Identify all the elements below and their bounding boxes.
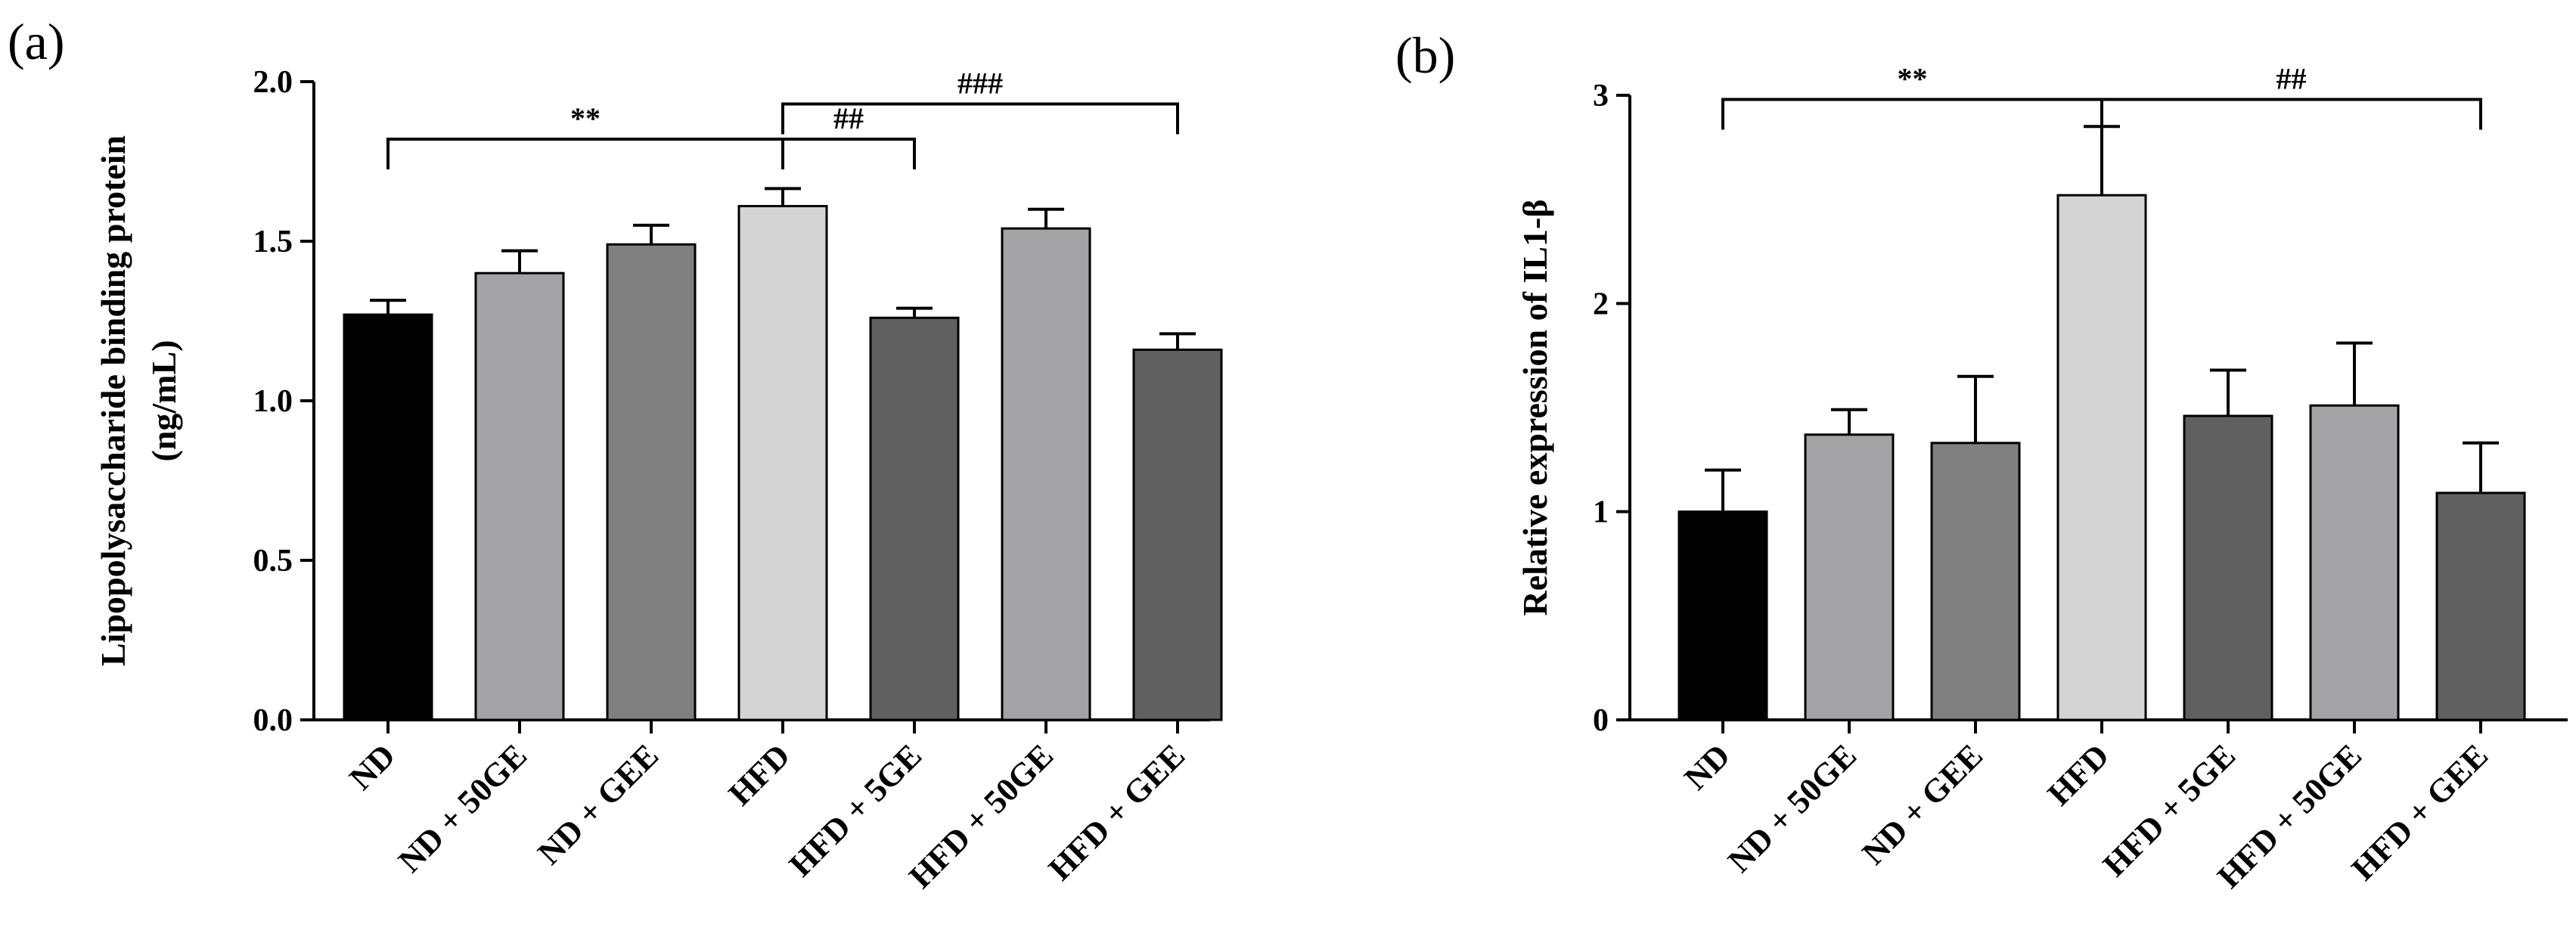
significance-label: ## — [833, 101, 864, 135]
bar-6 — [1001, 227, 1091, 721]
category-label: HFD + 5GE — [782, 737, 929, 883]
significance-label: ** — [1898, 62, 1928, 96]
y-axis-title: Relative expression of IL1-β — [1516, 199, 1554, 616]
y-tick-label: 1 — [1593, 495, 1609, 530]
bar-6 — [2309, 404, 2400, 721]
y-tick-label: 0 — [1593, 703, 1609, 738]
significance-label: ### — [957, 67, 1003, 101]
y-axis-title: Lipopolysaccharide binding protein — [94, 135, 132, 666]
y-axis-title-units: (ng/mL) — [144, 340, 183, 462]
significance-bracket — [1721, 98, 2103, 130]
significance-bracket — [781, 137, 916, 169]
y-tick-label: 0.5 — [253, 544, 293, 578]
y-tick-label: 2 — [1593, 287, 1609, 321]
y-tick-label: 2.0 — [253, 65, 293, 100]
panel-label: (b) — [1395, 26, 1455, 84]
bar-2 — [1804, 433, 1895, 721]
bar-7 — [2435, 492, 2526, 721]
y-tick-label: 1.0 — [253, 384, 293, 419]
panel-label: (a) — [8, 13, 64, 70]
y-tick-label: 0.0 — [253, 703, 293, 738]
bar-1 — [343, 313, 433, 721]
category-label: HFD + GEE — [1041, 737, 1192, 887]
category-label: HFD + GEE — [2345, 737, 2495, 887]
category-label: HFD — [722, 737, 797, 812]
category-label: ND + GEE — [1854, 737, 1990, 872]
category-label: ND — [342, 737, 402, 797]
category-label: ND + GEE — [530, 737, 666, 872]
chart-panel-a: (a) Lipopolysaccharide binding protein (ng… — [8, 13, 1223, 895]
significance-bracket — [386, 137, 784, 169]
bar-3 — [1930, 442, 2021, 721]
category-label: ND + 50GE — [391, 737, 534, 879]
bar-1 — [1678, 510, 1768, 721]
bar-4 — [737, 205, 828, 721]
significance-bracket — [2100, 98, 2482, 130]
category-label: HFD — [2041, 737, 2116, 812]
y-tick-label: 3 — [1593, 79, 1609, 113]
chart-panel-b: (b)Relative expression of IL1-β0123NDND … — [1395, 26, 2568, 895]
bar-4 — [2056, 194, 2147, 721]
significance-bracket — [781, 102, 1179, 135]
bar-5 — [2183, 414, 2273, 721]
category-label: ND + 50GE — [1721, 737, 1864, 879]
bar-2 — [474, 271, 565, 721]
significance-label: ## — [2277, 62, 2307, 96]
bar-7 — [1132, 348, 1223, 721]
bar-5 — [869, 316, 960, 721]
y-tick-label: 1.5 — [253, 225, 293, 259]
bar-3 — [606, 243, 697, 721]
significance-label: ** — [570, 101, 601, 135]
category-label: ND — [1677, 737, 1737, 797]
